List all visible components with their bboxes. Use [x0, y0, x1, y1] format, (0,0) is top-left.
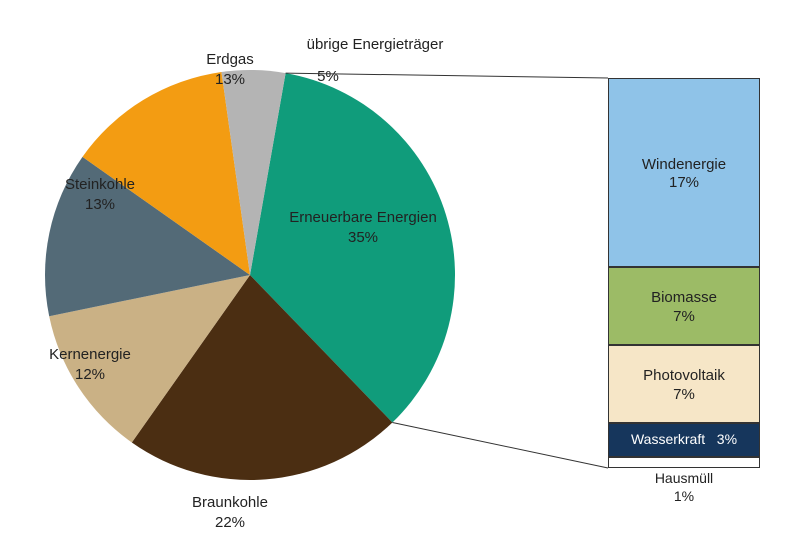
- slice-percent: 13%: [20, 195, 180, 215]
- slice-percent: 35%: [283, 228, 443, 248]
- slice-name: Steinkohle: [20, 175, 180, 195]
- pie-slice-label: Kernenergie12%: [10, 345, 170, 384]
- bar-segment-label: Biomasse7%: [608, 289, 760, 327]
- slice-percent: 22%: [150, 513, 310, 533]
- slice-percent: 5%: [303, 67, 353, 87]
- bar-segment-label: Photovoltaik7%: [608, 367, 760, 405]
- slice-name: Braunkohle: [150, 493, 310, 513]
- pie-slice-label: übrige Energieträger: [295, 35, 455, 55]
- bar-segment-label: Hausmüll1%: [608, 470, 760, 505]
- slice-name: Erdgas: [150, 50, 310, 70]
- pie-slice-label: Erdgas13%: [150, 50, 310, 89]
- pie-slice-label: Erneuerbare Energien35%: [283, 208, 443, 247]
- slice-percent: 13%: [150, 70, 310, 90]
- pie-slice-label: Steinkohle13%: [20, 175, 180, 214]
- bar-segment-label: Windenergie17%: [608, 156, 760, 194]
- slice-name: Kernenergie: [10, 345, 170, 365]
- bar-segment: [608, 457, 760, 468]
- bar-segment-label: Wasserkraft 3%: [608, 431, 760, 449]
- pie-slice-label: Braunkohle22%: [150, 493, 310, 532]
- slice-name: übrige Energieträger: [295, 35, 455, 55]
- slice-percent: 12%: [10, 365, 170, 385]
- slice-name: Erneuerbare Energien: [283, 208, 443, 228]
- breakdown-stacked-bar: Windenergie17% Biomasse7% Photovoltaik7% Wa…: [608, 78, 760, 468]
